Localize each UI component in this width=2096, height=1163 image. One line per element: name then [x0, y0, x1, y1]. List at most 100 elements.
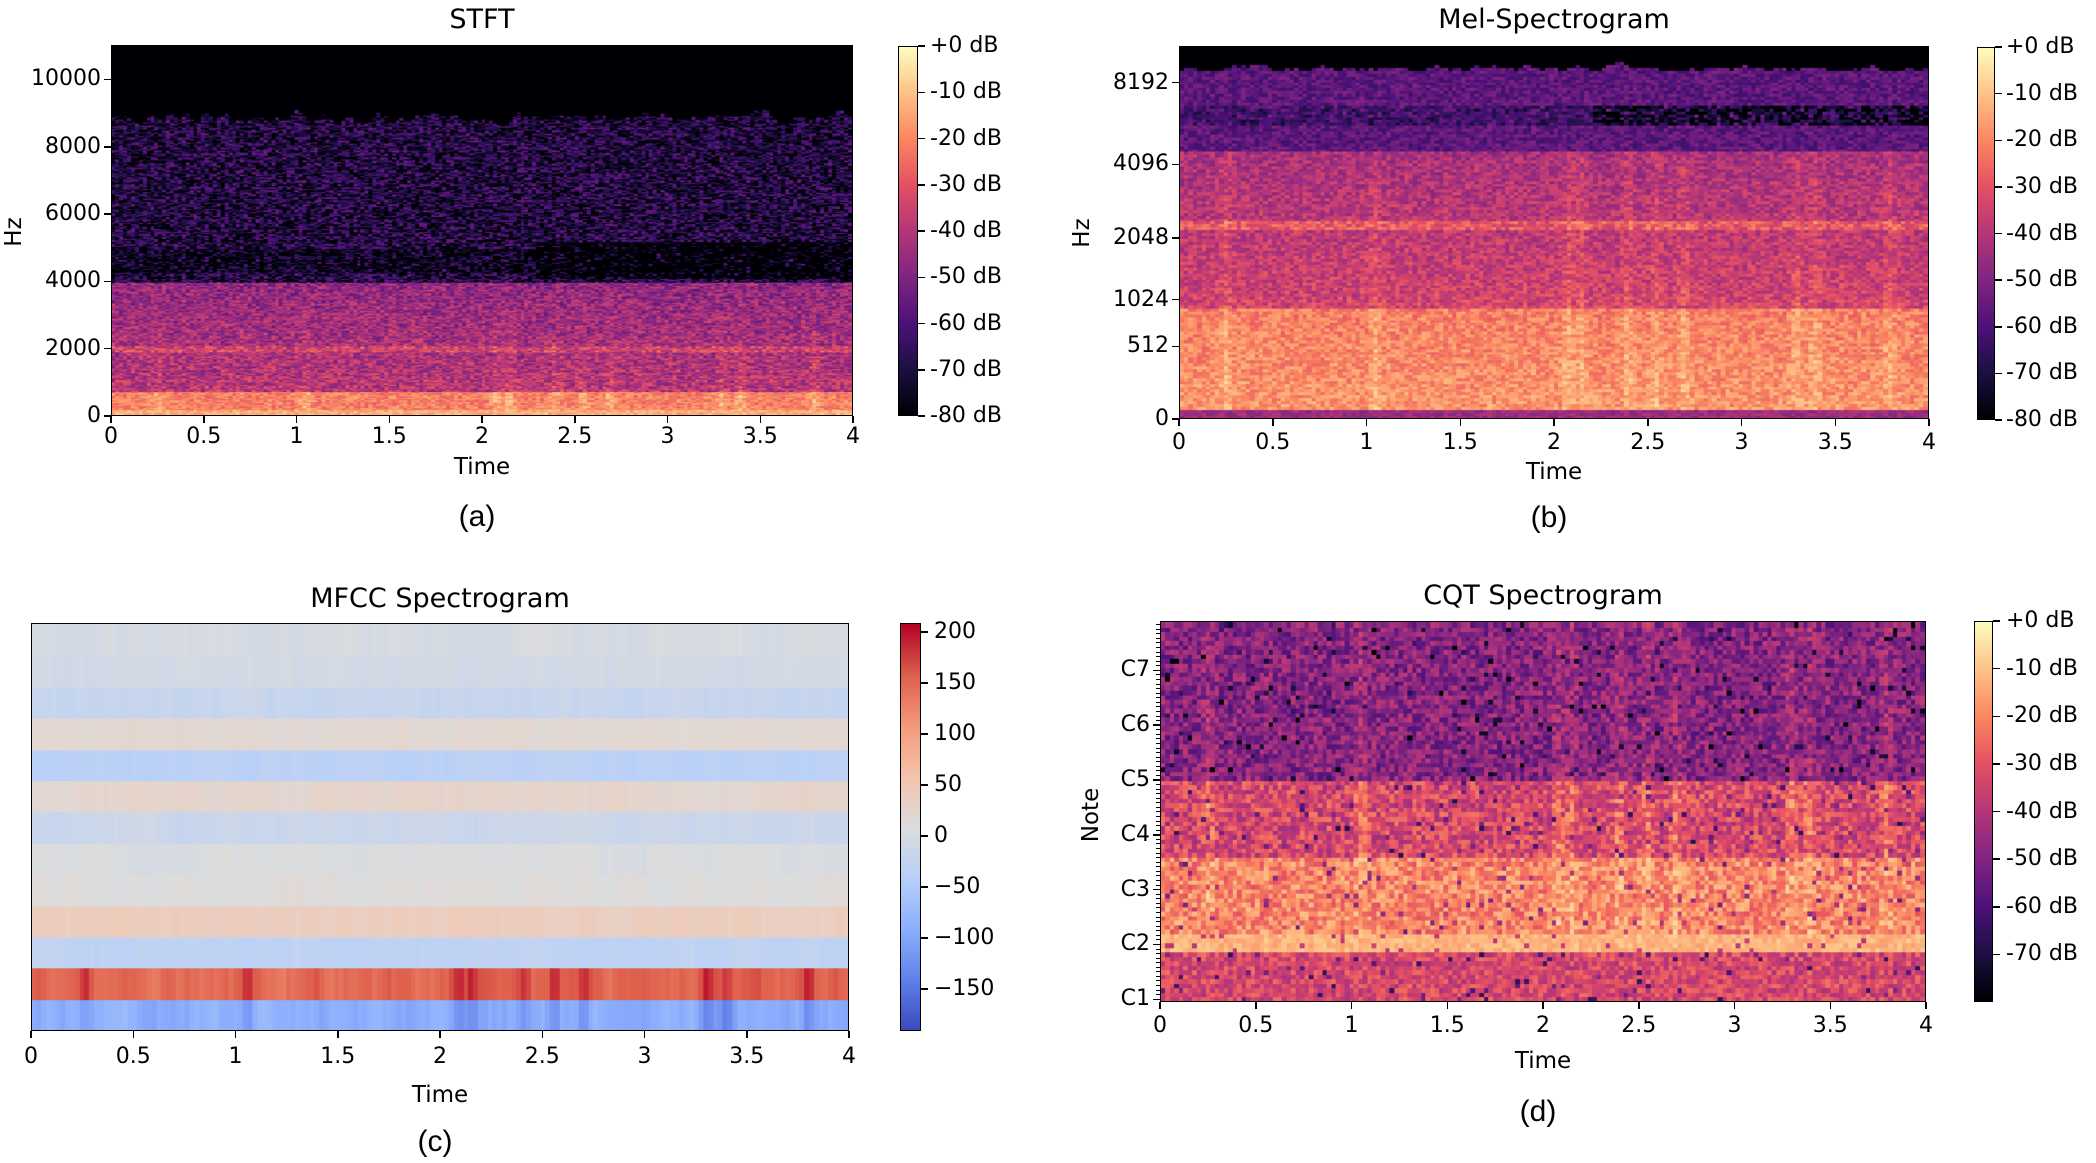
cqt-y-minor-tick — [1156, 683, 1160, 685]
cqt-colorbar-tick-mark — [1993, 620, 2000, 622]
cqt-y-minor-tick — [1156, 930, 1160, 932]
cqt-y-minor-tick — [1156, 674, 1160, 676]
cqt-y-minor-tick — [1156, 925, 1160, 927]
mfcc-x-tick-label: 0 — [24, 1044, 38, 1069]
stft-colorbar-tick-label: -60 dB — [930, 310, 1002, 336]
stft-x-tick-label: 2 — [475, 424, 489, 449]
stft-y-tick-mark — [104, 213, 111, 215]
cqt-y-tick-mark — [1153, 724, 1160, 726]
cqt-x-tick-label: 1 — [1344, 1013, 1359, 1038]
cqt-y-minor-tick — [1156, 720, 1160, 722]
cqt-y-minor-tick — [1156, 870, 1160, 872]
cqt-y-minor-tick — [1156, 907, 1160, 909]
cqt-colorbar-tick-label: -40 dB — [2006, 798, 2078, 824]
cqt-y-minor-tick — [1156, 994, 1160, 996]
mel-x-tick-label: 1 — [1359, 430, 1374, 455]
mfcc-x-tick-mark — [234, 1031, 237, 1038]
mel-x-tick-mark — [1553, 419, 1555, 426]
cqt-x-tick-label: 4 — [1919, 1013, 1933, 1038]
mfcc-x-tick-mark — [848, 1031, 850, 1038]
cqt-x-tick-mark — [1159, 1002, 1161, 1009]
stft-x-tick-mark — [203, 416, 205, 423]
cqt-colorbar-tick-label: -30 dB — [2006, 750, 2078, 776]
mfcc-colorbar-tick-label: −50 — [934, 874, 981, 900]
cqt-y-minor-tick — [1156, 893, 1160, 895]
cqt-colorbar-tick-label: -60 dB — [2006, 893, 2078, 919]
mel-colorbar-tick-label: -80 dB — [2006, 407, 2078, 432]
cqt-y-minor-tick — [1156, 692, 1160, 694]
mel-colorbar-tick-mark — [1995, 279, 2002, 281]
cqt-colorbar-tick-mark — [1993, 715, 2000, 717]
cqt-y-minor-tick — [1156, 706, 1160, 708]
mel-x-tick-mark — [1459, 419, 1461, 426]
mfcc-colorbar-tick-label: 50 — [934, 772, 962, 798]
cqt-y-minor-tick — [1156, 911, 1160, 913]
cqt-y-minor-tick — [1156, 948, 1160, 950]
cqt-y-minor-tick — [1156, 879, 1160, 881]
cqt-y-minor-tick — [1156, 875, 1160, 877]
mel-x-tick-label: 3 — [1734, 430, 1749, 455]
mel-colorbar — [1977, 47, 1995, 420]
mel-y-tick-mark — [1172, 81, 1179, 84]
cqt-y-minor-tick — [1156, 651, 1160, 653]
stft-colorbar-tick-mark — [918, 276, 925, 278]
cqt-y-minor-tick — [1156, 733, 1160, 735]
stft-x-tick-mark — [481, 416, 483, 423]
cqt-y-minor-tick — [1156, 788, 1160, 790]
cqt-title: CQT Spectrogram — [1423, 580, 1663, 611]
mfcc-x-tick-label: 0.5 — [115, 1044, 151, 1069]
stft-colorbar-tick-label: +0 dB — [930, 33, 999, 58]
cqt-y-minor-tick — [1156, 665, 1160, 667]
mfcc-colorbar-tick-mark — [921, 937, 928, 939]
stft-x-tick-label: 3.5 — [742, 424, 778, 449]
stft-x-tick-label: 4 — [846, 424, 860, 449]
cqt-x-tick-label: 2.5 — [1621, 1013, 1657, 1038]
mfcc-colorbar — [900, 623, 921, 1031]
mfcc-x-tick-mark — [541, 1031, 543, 1038]
stft-y-tick-label: 10000 — [31, 66, 101, 92]
mfcc-title: MFCC Spectrogram — [310, 583, 570, 614]
cqt-y-axis-label: Note — [1078, 787, 1104, 843]
cqt-colorbar-tick-label: -70 dB — [2006, 941, 2078, 967]
mfcc-x-tick-label: 1.5 — [320, 1044, 356, 1069]
cqt-colorbar-tick-mark — [1993, 667, 2000, 670]
stft-caption: (a) — [458, 500, 496, 533]
cqt-y-minor-tick — [1156, 715, 1160, 717]
cqt-y-minor-tick — [1156, 774, 1160, 776]
cqt-x-axis-label: Time — [1514, 1048, 1572, 1074]
cqt-y-minor-tick — [1156, 957, 1160, 959]
cqt-y-minor-tick — [1156, 916, 1160, 918]
mel-caption: (b) — [1530, 501, 1568, 534]
cqt-y-minor-tick — [1156, 742, 1160, 744]
cqt-y-minor-tick — [1156, 678, 1160, 680]
cqt-y-minor-tick — [1156, 660, 1160, 662]
stft-x-tick-label: 1.5 — [371, 424, 407, 449]
mel-colorbar-tick-label: +0 dB — [2006, 34, 2075, 59]
mel-x-tick-mark — [1928, 419, 1930, 426]
cqt-colorbar-tick-mark — [1993, 763, 2000, 765]
stft-x-tick-label: 3 — [660, 424, 675, 449]
cqt-y-minor-tick — [1156, 770, 1160, 772]
cqt-x-tick-label: 3.5 — [1812, 1013, 1848, 1038]
cqt-y-minor-tick — [1156, 980, 1160, 982]
mel-y-tick-label: 8192 — [1113, 69, 1169, 95]
mel-x-tick-mark — [1272, 419, 1274, 426]
mel-x-tick-label: 3.5 — [1817, 430, 1853, 455]
mel-y-tick-mark — [1172, 163, 1179, 166]
stft-y-tick-label: 2000 — [45, 335, 101, 361]
cqt-colorbar — [1974, 621, 1993, 1002]
cqt-y-minor-tick — [1156, 710, 1160, 712]
stft-y-tick-mark — [104, 78, 111, 81]
mel-x-tick-label: 1.5 — [1442, 430, 1478, 455]
cqt-y-minor-tick — [1156, 688, 1160, 690]
cqt-x-tick-mark — [1255, 1002, 1257, 1009]
cqt-x-tick-mark — [1733, 1002, 1736, 1009]
stft-x-tick-mark — [574, 416, 576, 423]
mel-colorbar-tick-mark — [1995, 419, 2002, 421]
mfcc-x-tick-mark — [643, 1031, 646, 1038]
mel-title: Mel-Spectrogram — [1438, 4, 1670, 35]
cqt-x-tick-mark — [1925, 1002, 1927, 1009]
cqt-x-tick-label: 3 — [1727, 1013, 1742, 1038]
stft-colorbar-tick-mark — [918, 137, 925, 140]
cqt-y-minor-tick — [1156, 756, 1160, 758]
